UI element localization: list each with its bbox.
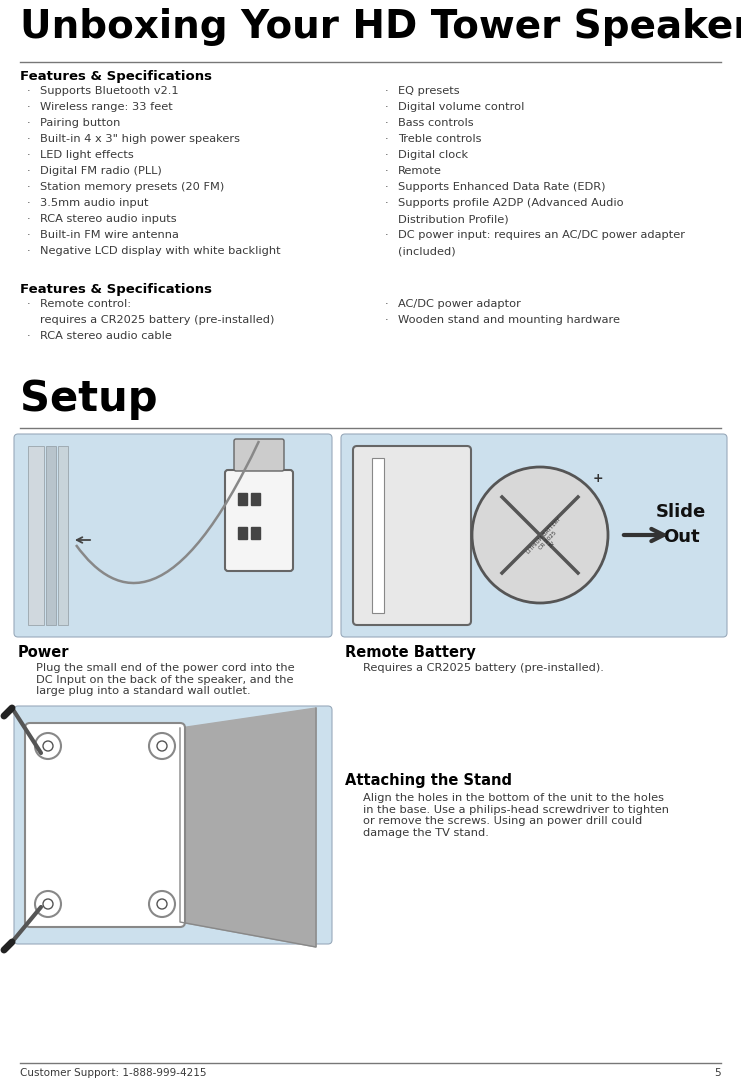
Text: ·: · <box>27 331 30 341</box>
FancyBboxPatch shape <box>14 706 332 944</box>
Text: Slide: Slide <box>656 503 706 521</box>
Text: Remote: Remote <box>398 166 442 176</box>
Text: ·: · <box>27 230 30 240</box>
Text: Built-in FM wire antenna: Built-in FM wire antenna <box>40 230 179 240</box>
Text: Plug the small end of the power cord into the
DC Input on the back of the speake: Plug the small end of the power cord int… <box>36 663 295 696</box>
Circle shape <box>43 741 53 751</box>
Text: ·: · <box>385 86 388 96</box>
Text: Out: Out <box>662 528 700 546</box>
Bar <box>251 493 260 505</box>
Text: ·: · <box>385 182 388 192</box>
FancyBboxPatch shape <box>25 723 185 927</box>
Bar <box>238 527 247 539</box>
Circle shape <box>35 733 61 759</box>
Circle shape <box>157 741 167 751</box>
Text: requires a CR2025 battery (pre-installed): requires a CR2025 battery (pre-installed… <box>40 315 274 325</box>
Text: Bass controls: Bass controls <box>398 118 473 128</box>
FancyBboxPatch shape <box>353 446 471 625</box>
Text: Customer Support: 1-888-999-4215: Customer Support: 1-888-999-4215 <box>20 1068 207 1078</box>
Text: ·: · <box>27 118 30 128</box>
Text: Negative LCD display with white backlight: Negative LCD display with white backligh… <box>40 245 281 256</box>
FancyBboxPatch shape <box>341 434 727 637</box>
Bar <box>46 446 56 625</box>
Text: ·: · <box>385 166 388 176</box>
Text: Digital FM radio (PLL): Digital FM radio (PLL) <box>40 166 162 176</box>
Text: Requires a CR2025 battery (pre-installed).: Requires a CR2025 battery (pre-installed… <box>363 663 604 673</box>
Text: Attaching the Stand: Attaching the Stand <box>345 774 512 788</box>
Text: RCA stereo audio inputs: RCA stereo audio inputs <box>40 214 176 224</box>
Bar <box>28 446 44 625</box>
Text: DC power input: requires an AC/DC power adapter: DC power input: requires an AC/DC power … <box>398 230 685 240</box>
Text: Supports profile A2DP (Advanced Audio: Supports profile A2DP (Advanced Audio <box>398 197 624 208</box>
Circle shape <box>35 891 61 918</box>
Text: ·: · <box>27 299 30 309</box>
Text: Features & Specifications: Features & Specifications <box>20 70 212 83</box>
Text: ·: · <box>27 101 30 112</box>
Bar <box>251 527 260 539</box>
Text: EQ presets: EQ presets <box>398 86 459 96</box>
Text: ·: · <box>385 134 388 144</box>
Text: Supports Bluetooth v2.1: Supports Bluetooth v2.1 <box>40 86 179 96</box>
Text: LED light effects: LED light effects <box>40 149 133 160</box>
Text: Setup: Setup <box>20 377 158 420</box>
Text: Distribution Profile): Distribution Profile) <box>398 214 508 224</box>
Text: ·: · <box>27 197 30 208</box>
Text: Remote Battery: Remote Battery <box>345 645 476 660</box>
Text: ·: · <box>27 182 30 192</box>
Text: AC/DC power adaptor: AC/DC power adaptor <box>398 299 521 309</box>
Text: ·: · <box>27 245 30 256</box>
Text: Wooden stand and mounting hardware: Wooden stand and mounting hardware <box>398 315 620 325</box>
Circle shape <box>157 899 167 909</box>
Text: ·: · <box>27 149 30 160</box>
Text: ·: · <box>27 166 30 176</box>
Text: Remote control:: Remote control: <box>40 299 131 309</box>
Text: ·: · <box>385 315 388 325</box>
Text: Power: Power <box>18 645 70 660</box>
Text: ·: · <box>385 299 388 309</box>
Circle shape <box>472 467 608 603</box>
Text: ·: · <box>27 86 30 96</box>
Text: 3.5mm audio input: 3.5mm audio input <box>40 197 148 208</box>
Text: Treble controls: Treble controls <box>398 134 482 144</box>
Text: ·: · <box>385 118 388 128</box>
Text: Supports Enhanced Data Rate (EDR): Supports Enhanced Data Rate (EDR) <box>398 182 605 192</box>
Text: Features & Specifications: Features & Specifications <box>20 283 212 296</box>
FancyBboxPatch shape <box>225 470 293 571</box>
Circle shape <box>43 899 53 909</box>
Text: ·: · <box>385 101 388 112</box>
Text: Built-in 4 x 3" high power speakers: Built-in 4 x 3" high power speakers <box>40 134 240 144</box>
Text: Digital volume control: Digital volume control <box>398 101 525 112</box>
Text: (included): (included) <box>398 245 456 256</box>
Text: ·: · <box>27 134 30 144</box>
FancyBboxPatch shape <box>14 434 332 637</box>
Text: LITHIUM BATTERY
CR 2025
3V: LITHIUM BATTERY CR 2025 3V <box>526 517 571 563</box>
Text: 5: 5 <box>714 1068 721 1078</box>
Text: Unboxing Your HD Tower Speaker: Unboxing Your HD Tower Speaker <box>20 8 741 46</box>
Text: Wireless range: 33 feet: Wireless range: 33 feet <box>40 101 173 112</box>
Polygon shape <box>180 708 316 947</box>
Text: Pairing button: Pairing button <box>40 118 120 128</box>
Circle shape <box>149 891 175 918</box>
Bar <box>372 458 384 613</box>
Text: Align the holes in the bottom of the unit to the holes
in the base. Use a philip: Align the holes in the bottom of the uni… <box>363 793 669 838</box>
Text: Digital clock: Digital clock <box>398 149 468 160</box>
Bar <box>238 493 247 505</box>
Circle shape <box>149 733 175 759</box>
Text: +: + <box>593 472 603 485</box>
Bar <box>58 446 68 625</box>
Text: ·: · <box>27 214 30 224</box>
Text: ·: · <box>385 149 388 160</box>
Text: RCA stereo audio cable: RCA stereo audio cable <box>40 331 172 341</box>
Text: ·: · <box>385 230 388 240</box>
Text: ·: · <box>385 197 388 208</box>
Text: Station memory presets (20 FM): Station memory presets (20 FM) <box>40 182 225 192</box>
FancyBboxPatch shape <box>234 439 284 471</box>
